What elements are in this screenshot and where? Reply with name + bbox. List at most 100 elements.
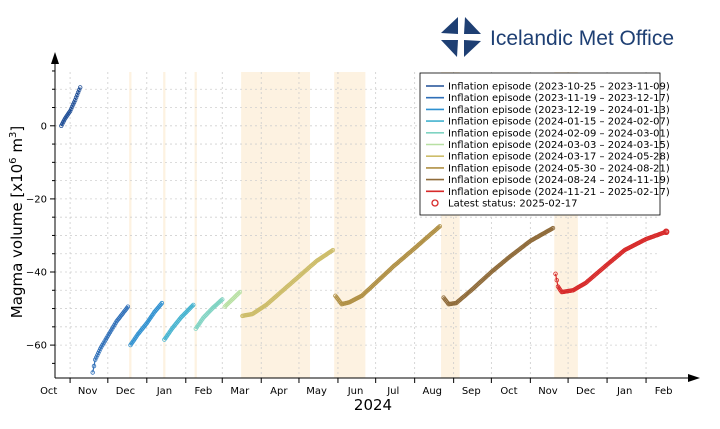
y-axis-label-unit-exp: 3 [8,132,19,138]
x-tick-label: Mar [230,386,250,397]
legend-entry: Inflation episode (2024-01-15 – 2024-02-… [448,117,670,128]
y-ticks: 0 −20 −40 −60 [26,70,55,364]
x-tick-label: Sep [462,386,481,397]
data-point [191,302,196,308]
legend-entry: Inflation episode (2024-02-09 – 2024-03-… [448,128,670,139]
gridlines [55,72,660,378]
x-tick-label: Apr [270,386,288,397]
axes [51,52,700,382]
y-axis-label: Magma volume [x106 m3] [8,126,26,318]
y-tick-label: −40 [26,268,47,279]
data-point [437,224,442,229]
y-tick-label: −60 [26,341,47,352]
data-point [70,102,76,107]
data-point [204,312,209,317]
data-point [190,303,195,309]
legend-entry: Inflation episode (2023-12-19 – 2024-01-… [448,105,670,116]
data-point [236,290,241,296]
legend-entry: Inflation episode (2023-11-19 – 2023-12-… [448,93,670,104]
eruption-band-0 [129,72,132,378]
y-axis-arrow-icon [51,52,59,64]
legend-entry: Inflation episode (2024-08-24 – 2024-11-… [448,175,670,186]
data-point [220,297,225,302]
data-point [550,225,556,231]
data-point [330,247,336,253]
series-7 [333,224,442,307]
x-tick-label: Jul [386,386,399,397]
series-9 [553,229,669,295]
data-point [95,353,100,358]
data-point [96,350,101,356]
x-tick-label: Nov [78,386,98,397]
data-point [237,289,243,295]
eruption-period-shading [129,72,578,378]
legend-entry: Inflation episode (2024-11-21 – 2025-02-… [448,187,670,198]
y-axis-label-unit: m [8,138,26,157]
data-point [205,310,210,316]
x-tick-label: Oct [500,386,517,397]
x-tick-label: Jan [616,386,632,397]
legend-entry: Inflation episode (2024-03-17 – 2024-05-… [448,152,670,163]
data-point [159,300,165,306]
series-6 [240,247,336,319]
data-point [203,313,208,318]
data-point [71,100,77,105]
data-point [201,315,206,320]
x-axis-label: 2024 [354,396,392,414]
series-5 [222,289,243,309]
x-tick-label: Aug [422,386,442,397]
x-tick-label: Oct [40,386,57,397]
data-point [72,97,78,103]
eruption-band-2 [194,72,197,378]
series-8 [441,225,556,307]
imo-emblem-icon [441,17,481,57]
data-point [125,304,131,309]
data-point [206,309,212,315]
series-2 [128,300,165,348]
x-tick-label: Nov [538,386,558,397]
data-point [218,298,224,303]
x-axis-arrow-icon [688,374,700,382]
latest-status-marker [662,228,670,236]
series-0 [59,85,83,128]
logo-text: Icelandic Met Office [490,27,674,50]
legend: Inflation episode (2023-10-25 – 2023-11-… [419,72,670,216]
x-tick-label: Jan [156,386,172,397]
legend-entry: Inflation episode (2024-05-30 – 2024-08-… [448,163,670,174]
legend-latest-marker [431,199,439,207]
data-point [553,271,558,276]
data-point [554,278,559,283]
data-point [91,363,97,369]
eruption-band-1 [163,72,166,378]
data-point [93,355,99,360]
legend-entry: Inflation episode (2023-10-25 – 2023-11-… [448,82,670,93]
series-4 [193,297,225,331]
data-point [90,370,95,375]
legend-box [419,72,661,216]
data-point [664,229,669,234]
data-point [436,224,441,230]
data-point [67,108,73,114]
data-point [76,87,82,93]
data-point [73,95,79,100]
x-tick-label: Feb [195,386,213,397]
eruption-band-3 [241,72,311,378]
series-layer [59,85,670,375]
y-tick-label: 0 [41,121,47,132]
data-point [68,106,74,112]
data-point [74,92,80,98]
y-tick-label: −20 [26,194,47,205]
data-point [75,90,81,95]
data-point [97,348,102,354]
y-axis-label-main: Magma volume [x10 [8,164,26,318]
data-point [207,308,213,313]
icelandic-met-office-logo: Icelandic Met Office [441,17,674,57]
data-point [202,314,207,319]
y-axis-label-exp: 6 [8,157,19,163]
series-1 [90,304,131,375]
data-point [69,104,75,109]
x-tick-label: May [306,386,327,397]
x-tick-label: Dec [576,386,595,397]
x-ticks: Oct Nov Dec Jan Feb Mar Apr May Jun Jul Aug Sep Oct N… [40,378,673,397]
